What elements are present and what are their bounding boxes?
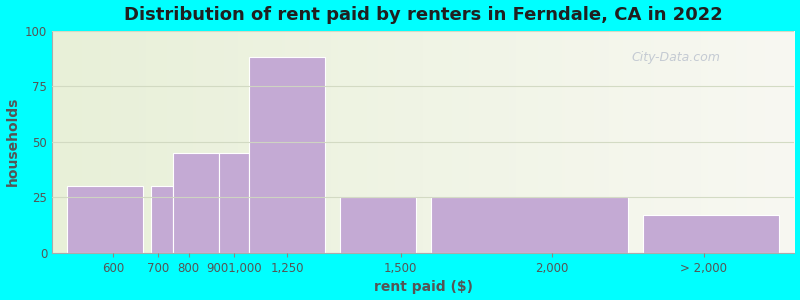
Y-axis label: households: households (6, 97, 19, 187)
Title: Distribution of rent paid by renters in Ferndale, CA in 2022: Distribution of rent paid by renters in … (124, 6, 722, 24)
Bar (643, 215, 779, 253)
Bar (219, 153, 249, 253)
Bar (150, 186, 174, 253)
Bar (174, 153, 219, 253)
Bar (67, 186, 143, 253)
Bar (431, 197, 628, 253)
Bar (249, 57, 325, 253)
Bar (340, 197, 416, 253)
X-axis label: rent paid ($): rent paid ($) (374, 280, 473, 294)
Text: City-Data.com: City-Data.com (631, 51, 720, 64)
